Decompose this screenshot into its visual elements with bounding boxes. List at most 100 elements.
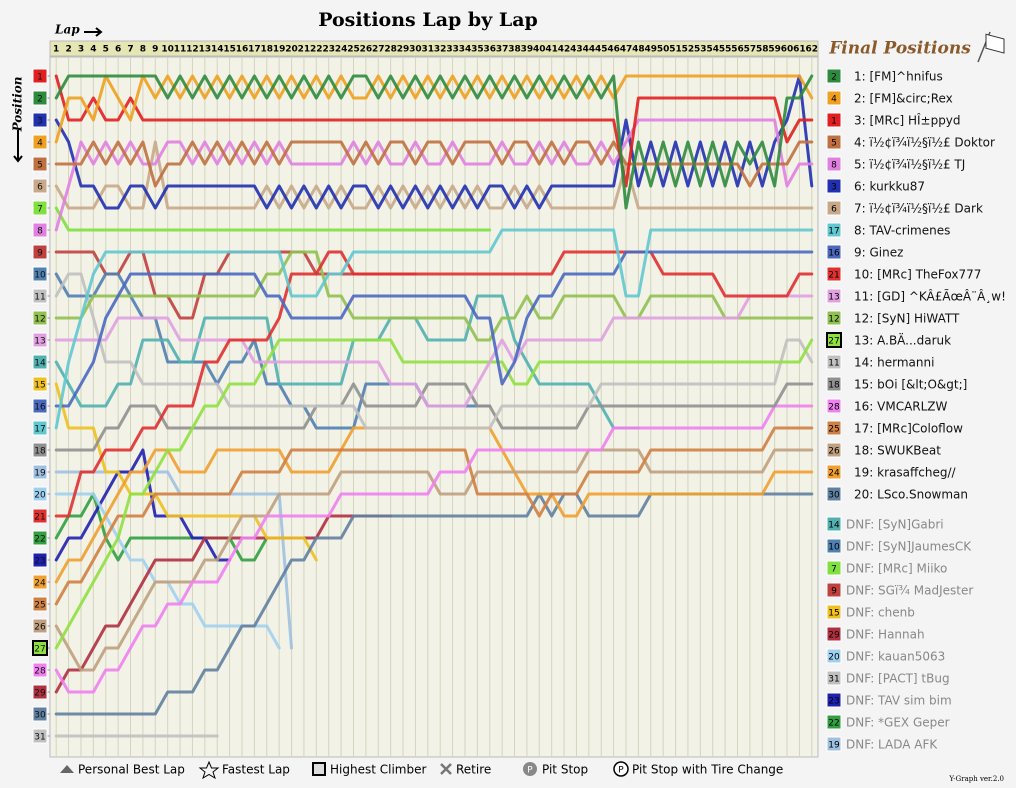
y-tick-box: [32, 574, 48, 590]
legend-start: 10: [828, 543, 840, 553]
y-tick-label: 19: [34, 469, 46, 479]
legend-entry: 18 15: bOi [&lt;O&gt;]: [826, 376, 967, 392]
legend-label: 14: hermanni: [854, 356, 934, 370]
legend-entry: 8 5: ï½¢ï¾ï½§ï½£ TJ: [826, 156, 965, 172]
icon-fastest: [198, 760, 220, 780]
bottom-legend: P P Personal Best Lap Fastest Lap Highest …: [60, 760, 783, 780]
legend-box: [826, 648, 842, 664]
x-tick-label: 10: [161, 45, 174, 55]
legend-entry: 19 DNF: LADA AFK: [826, 736, 938, 752]
legend-entry: 22 DNF: *GEX Geper: [826, 714, 950, 730]
x-tick-label: 7: [127, 45, 133, 55]
legend-box: [826, 626, 842, 642]
position-line: [54, 294, 814, 408]
legend-entry: 21 10: [MRc] TheFox777: [826, 266, 981, 282]
y-tick-box: [32, 112, 48, 128]
legend-start: 28: [828, 403, 840, 413]
x-tick-label: 25: [347, 45, 360, 55]
x-tick-label: 43: [570, 45, 583, 55]
y-tick-box: [32, 376, 48, 392]
position-line: [54, 514, 393, 694]
y-tick-label: 8: [37, 227, 43, 237]
x-tick-label: 59: [768, 45, 781, 55]
lines: [54, 74, 814, 738]
y-tick-label: 28: [34, 667, 46, 677]
position-line: [54, 74, 814, 210]
y-tick-box: [32, 464, 48, 480]
legend-start: 17: [828, 227, 839, 237]
y-tick-label: 25: [34, 601, 45, 611]
y-tick-box: [32, 442, 48, 458]
legend-box: [826, 398, 842, 414]
legend-box: [826, 354, 842, 370]
y-tick-label: 23: [34, 557, 45, 567]
position-line: [54, 382, 318, 562]
y-tick-label: 20: [34, 491, 46, 501]
labels: 1 2 3 4 5 6 7 8 9 10 11 12 13 14 15 16 17 18 19 20 21 22 23 24 2…: [32, 45, 818, 744]
y-tick-label: 13: [34, 337, 45, 347]
legend-start: 2: [831, 73, 837, 83]
position-line: [54, 382, 814, 452]
legend-start: 12: [828, 315, 839, 325]
y-tick-box: [32, 508, 48, 524]
x-tick-label: 45: [595, 45, 608, 55]
y-tick-box: [32, 420, 48, 436]
y-tick-box: [32, 530, 48, 546]
legend-start: 31: [828, 675, 839, 685]
x-tick-label: 47: [620, 45, 633, 55]
legend-start: 7: [831, 565, 837, 575]
position-line: [54, 250, 814, 342]
legend-entry: 5 4: ï½¢ï¾ï½§ï½£ Doktor: [826, 134, 995, 150]
legend-item: Retire: [456, 763, 491, 777]
icon-personal-best: [60, 765, 74, 773]
legend-entry: 15 DNF: chenb: [826, 604, 915, 620]
x-tick-label: 54: [706, 45, 719, 55]
y-arrow: [13, 130, 23, 163]
icon-climber: [312, 762, 326, 776]
legend-entry: 17 8: TAV-crimenes: [826, 222, 950, 238]
x-tick-label: 35: [471, 45, 484, 55]
y-tick-label: 29: [34, 689, 46, 699]
legend-start: 1: [831, 117, 837, 127]
legend-entry: 16 9: Ginez: [826, 244, 903, 260]
position-line: [54, 272, 814, 430]
x-tick-label: 8: [140, 45, 146, 55]
legend-box: [826, 156, 842, 172]
legend-label: 5: ï½¢ï¾ï½§ï½£ TJ: [854, 158, 965, 172]
x-tick-label: 53: [694, 45, 707, 55]
legend-entry: 1 3: [MRc] HÎ±ppyd: [826, 112, 961, 128]
y-tick-label: 10: [34, 271, 46, 281]
y-tick-label: 6: [37, 183, 43, 193]
x-tick-label: 24: [335, 45, 348, 55]
legend-item: Highest Climber: [330, 763, 426, 777]
legend-box: [826, 604, 842, 620]
y-tick-label: 31: [34, 733, 45, 743]
legend-label: 12: [SyN] HiWATT: [854, 312, 960, 326]
x-tick-label: 27: [372, 45, 385, 55]
y-tick-label: 16: [34, 403, 46, 413]
icon-retire: [440, 763, 452, 775]
x-tick-label: 14: [211, 45, 224, 55]
y-tick-box: [32, 200, 48, 216]
legend-start: 11: [828, 359, 839, 369]
position-line: [54, 74, 814, 210]
x-tick-label: 50: [657, 45, 670, 55]
legend-box: [826, 692, 842, 708]
x-tick-label: 9: [152, 45, 158, 55]
x-tick-label: 39: [521, 45, 534, 55]
x-tick-label: 30: [409, 45, 422, 55]
icon-pit-tire: [613, 761, 629, 777]
legend-start: 25: [828, 425, 839, 435]
x-tick-label: 18: [261, 45, 274, 55]
legend-label: DNF: *GEX Geper: [846, 716, 950, 730]
x-tick-label: 29: [397, 45, 410, 55]
icon-pit: [523, 762, 537, 776]
x-tick-label: 13: [199, 45, 212, 55]
legend-entry: 13 11: [GD] ^KÂ£Ã­œÂ¨Â¸w!: [826, 288, 1006, 304]
legend-label: 2: [FM]&circ;Rex: [854, 92, 953, 106]
legend-start: 29: [828, 631, 840, 641]
legend-box: [826, 420, 842, 436]
x-tick-label: 52: [682, 45, 695, 55]
y-tick-label: 2: [37, 95, 43, 105]
legend-label: 13: A.BÄ...daruk: [854, 333, 951, 348]
